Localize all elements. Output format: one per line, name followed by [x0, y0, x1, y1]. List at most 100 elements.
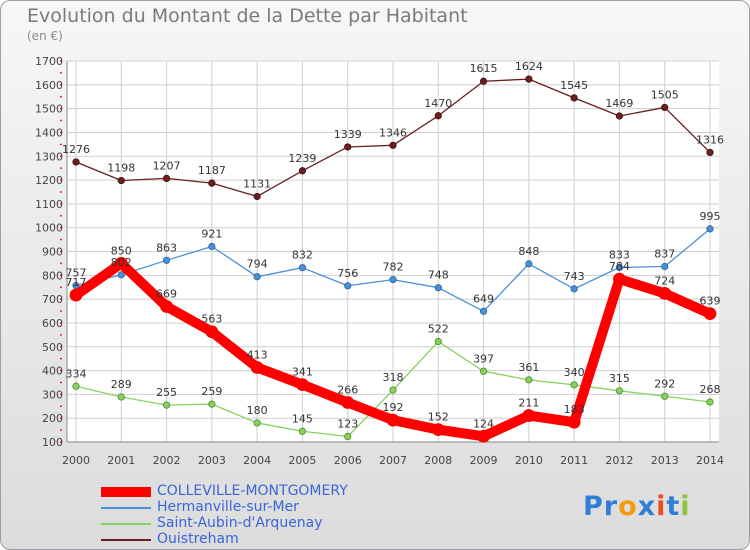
y-tick-label: 200 — [42, 412, 63, 425]
data-label: 334 — [66, 367, 87, 380]
data-label: 649 — [473, 292, 494, 305]
data-point — [253, 419, 261, 427]
data-point — [160, 300, 173, 313]
y-minor-tick — [60, 417, 62, 420]
data-label: 1505 — [651, 88, 679, 101]
logo-letter: t — [666, 491, 681, 522]
y-minor-tick — [60, 143, 62, 146]
data-point — [479, 367, 488, 375]
data-label: 255 — [156, 386, 177, 399]
x-tick-label: 2011 — [560, 454, 588, 467]
data-point — [298, 264, 307, 272]
y-tick-label: 1600 — [35, 79, 63, 92]
data-label: 152 — [428, 411, 449, 424]
y-minor-tick — [60, 322, 62, 324]
data-point — [522, 409, 536, 422]
data-label: 1624 — [515, 60, 543, 73]
data-label: 669 — [156, 288, 177, 301]
data-point — [706, 225, 714, 233]
data-label: 639 — [700, 295, 721, 308]
data-point — [658, 287, 672, 300]
y-minor-tick — [60, 179, 62, 181]
y-tick-label: 1000 — [35, 222, 63, 235]
data-point — [389, 141, 397, 149]
proxiti-logo: Proxiti — [583, 491, 691, 522]
data-label: 837 — [654, 248, 675, 261]
data-point — [69, 288, 83, 302]
x-tick-label: 2003 — [198, 454, 226, 467]
data-label: 315 — [609, 372, 630, 385]
data-point — [525, 260, 533, 268]
data-label: 145 — [292, 412, 313, 425]
data-label: 1346 — [379, 126, 407, 139]
logo-letter: o — [618, 491, 638, 522]
x-tick-label: 2005 — [288, 454, 316, 467]
legend-swatch-ouistreham — [101, 539, 151, 541]
y-minor-tick — [60, 298, 62, 301]
data-label: 1276 — [62, 143, 90, 156]
data-point — [344, 282, 352, 290]
y-minor-tick — [60, 191, 62, 193]
y-minor-tick — [60, 429, 62, 431]
data-label: 183 — [564, 403, 585, 416]
x-tick-label: 2000 — [62, 454, 90, 467]
data-point — [208, 179, 216, 187]
logo-letter: r — [603, 491, 619, 522]
x-tick-label: 2014 — [696, 454, 724, 467]
data-label: 782 — [383, 261, 404, 274]
y-minor-tick — [60, 238, 62, 241]
data-point — [615, 263, 624, 272]
data-point — [570, 381, 578, 389]
data-point — [613, 272, 626, 286]
data-point — [434, 284, 442, 292]
data-label: 259 — [201, 385, 222, 398]
data-point — [661, 103, 669, 112]
x-tick-label: 2010 — [515, 454, 543, 467]
data-point — [344, 143, 352, 151]
data-point — [205, 325, 219, 339]
x-tick-label: 2012 — [605, 454, 633, 467]
y-tick-label: 700 — [42, 293, 63, 306]
data-point — [570, 94, 578, 102]
line-chart: 100 200 300 400 500 600 700 800 900 1000 1100 1200 1… — [35, 55, 724, 467]
data-point — [479, 307, 488, 315]
data-label: 717 — [66, 276, 87, 289]
data-point — [434, 337, 442, 346]
data-point — [706, 398, 714, 406]
data-point — [208, 242, 216, 251]
legend-swatch-saint-aubin — [101, 523, 151, 525]
data-point — [389, 275, 397, 284]
legend-label-ouistreham: Ouistreham — [157, 531, 239, 547]
y-minor-tick — [60, 441, 62, 443]
chart-title: Evolution du Montant de la Dette par Hab… — [27, 5, 468, 27]
data-label: 995 — [700, 210, 721, 223]
y-tick-label: 1700 — [35, 55, 63, 68]
data-label: 318 — [383, 371, 404, 384]
y-tick-label: 300 — [42, 388, 63, 401]
data-point — [434, 112, 442, 120]
data-point — [114, 257, 128, 270]
y-tick-label: 800 — [42, 269, 63, 282]
data-label: 1615 — [470, 62, 498, 75]
y-tick-label: 900 — [42, 246, 63, 259]
y-tick-label: 1500 — [35, 103, 63, 116]
y-minor-tick — [60, 214, 62, 217]
y-minor-tick — [60, 262, 62, 265]
data-point — [117, 393, 125, 401]
y-minor-tick — [60, 155, 62, 158]
data-label: 921 — [201, 227, 222, 240]
logo-letter: P — [583, 491, 604, 522]
y-minor-tick — [60, 60, 62, 62]
data-label: 1316 — [696, 133, 724, 146]
data-point — [298, 167, 307, 175]
data-point — [477, 429, 490, 443]
data-point — [162, 174, 171, 182]
y-minor-tick — [60, 83, 62, 86]
data-label: 833 — [609, 248, 630, 261]
data-point — [479, 77, 488, 85]
x-tick-label: 2009 — [470, 454, 498, 467]
data-label: 361 — [518, 361, 539, 374]
y-minor-tick — [60, 202, 62, 205]
data-point — [72, 158, 80, 166]
